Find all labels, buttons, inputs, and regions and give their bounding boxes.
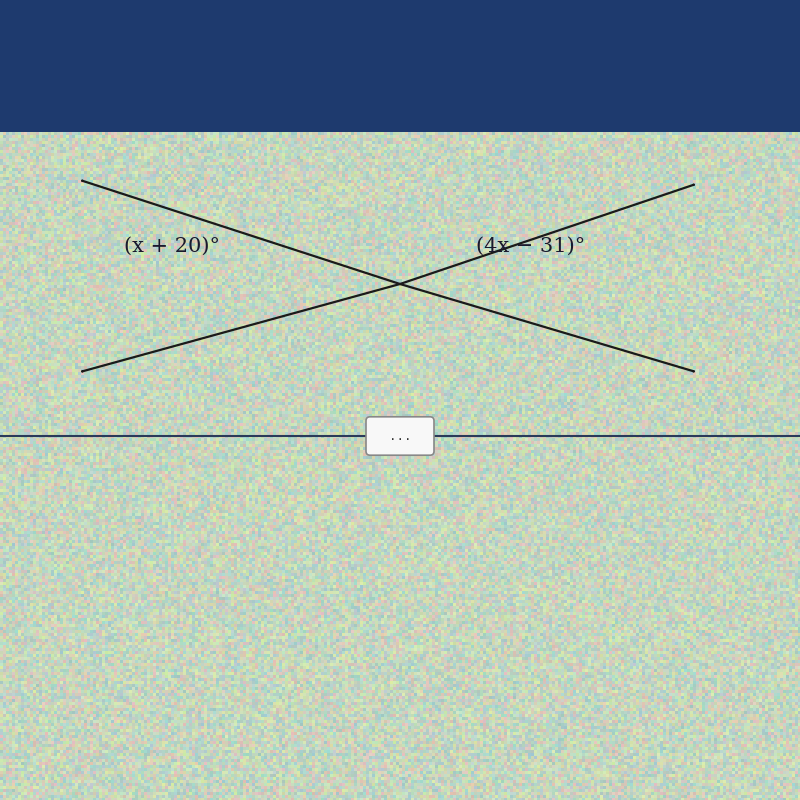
Text: (x + 20)°: (x + 20)°	[124, 237, 220, 256]
Text: ...: ...	[389, 430, 411, 442]
FancyBboxPatch shape	[366, 417, 434, 455]
Text: (4x − 31)°: (4x − 31)°	[476, 237, 586, 256]
